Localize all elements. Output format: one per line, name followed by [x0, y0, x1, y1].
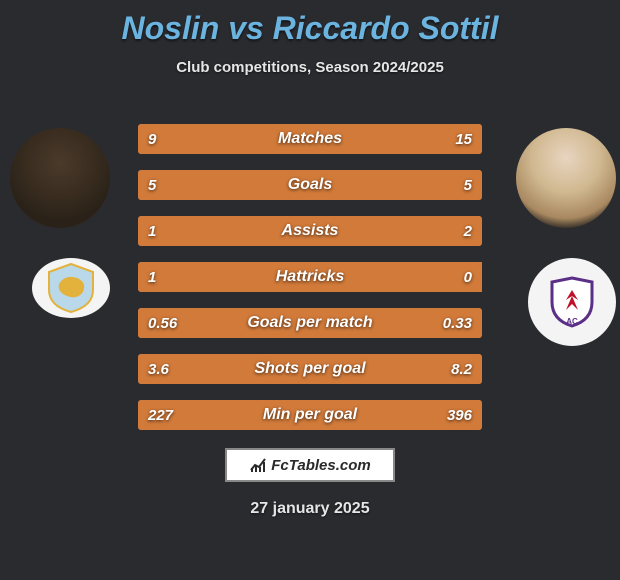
stat-row: Matches9 15	[138, 124, 482, 154]
player-left-avatar	[10, 128, 110, 228]
stat-value-right: 0	[454, 262, 482, 292]
stat-label: Shots per goal	[138, 354, 482, 384]
site-logo-text: FcTables.com	[271, 457, 370, 474]
player-right-avatar	[516, 128, 616, 228]
stat-row: Hattricks1 0	[138, 262, 482, 292]
avatar-placeholder-icon	[10, 128, 110, 228]
stat-value-right: 5	[454, 170, 482, 200]
stat-value-left: 1	[138, 216, 166, 246]
subtitle: Club competitions, Season 2024/2025	[0, 59, 620, 76]
stat-value-left: 5	[138, 170, 166, 200]
stat-row: Min per goal227 396	[138, 400, 482, 430]
stat-value-right: 0.33	[433, 308, 482, 338]
stats-bars: Matches915Goals55Assists12Hattricks10Goa…	[138, 124, 482, 446]
stat-value-left: 0.56	[138, 308, 187, 338]
stat-value-left: 1	[138, 262, 166, 292]
stat-label: Matches	[138, 124, 482, 154]
date-label: 27 january 2025	[0, 500, 620, 518]
page-title: Noslin vs Riccardo Sottil	[0, 0, 620, 47]
site-logo: FcTables.com	[225, 448, 395, 482]
stat-label: Assists	[138, 216, 482, 246]
comparison-card: Noslin vs Riccardo Sottil Club competiti…	[0, 0, 620, 580]
club-right-crest: AC	[528, 258, 616, 346]
stat-value-left: 3.6	[138, 354, 179, 384]
stat-label: Hattricks	[138, 262, 482, 292]
svg-text:AC: AC	[566, 317, 578, 326]
stat-row: Goals per match0.56 0.33	[138, 308, 482, 338]
stat-label: Goals	[138, 170, 482, 200]
club-left-crest	[32, 258, 110, 318]
stat-row: Assists1 2	[138, 216, 482, 246]
stat-value-right: 15	[445, 124, 482, 154]
stat-row: Goals5 5	[138, 170, 482, 200]
stat-value-right: 2	[454, 216, 482, 246]
stat-value-left: 9	[138, 124, 166, 154]
stat-value-right: 396	[437, 400, 482, 430]
avatar-placeholder-icon	[516, 128, 616, 228]
stat-label: Min per goal	[138, 400, 482, 430]
stat-label: Goals per match	[138, 308, 482, 338]
stat-value-left: 227	[138, 400, 183, 430]
stat-value-right: 8.2	[441, 354, 482, 384]
fiorentina-crest-icon: AC	[544, 274, 600, 330]
stat-row: Shots per goal3.6 8.2	[138, 354, 482, 384]
lazio-crest-icon	[43, 260, 99, 316]
chart-icon	[249, 456, 267, 474]
